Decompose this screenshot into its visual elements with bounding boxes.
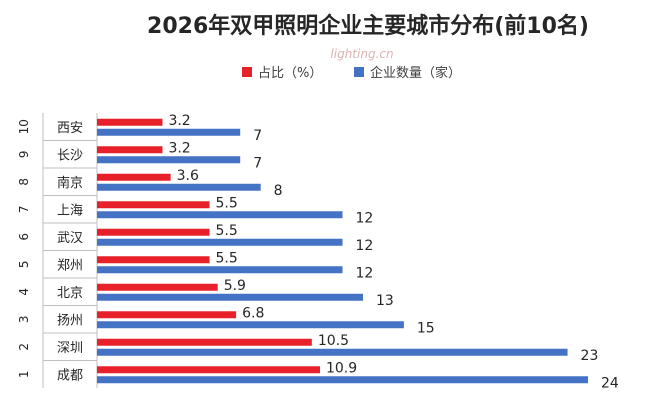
category-label: 扬州 (57, 313, 83, 328)
chart-rows: 1 成都 10.9 24 2 深圳 10.5 23 3 扬州 6.8 15 4 北京 5.9 13 5 郑州 5.5… (17, 113, 619, 392)
percent-value-label: 3.2 (168, 113, 190, 129)
category-label: 南京 (57, 175, 83, 191)
category-label: 上海 (57, 203, 83, 218)
percent-bar (97, 311, 237, 319)
rank-label: 8 (17, 178, 31, 186)
count-bar (97, 156, 241, 164)
percent-value-label: 5.5 (216, 250, 238, 266)
category-label: 深圳 (57, 341, 83, 356)
count-bar (97, 293, 363, 301)
legend-label-percent: 占比（%） (258, 66, 322, 81)
percent-value-label: 3.6 (177, 168, 199, 184)
percent-value-label: 5.9 (224, 278, 246, 294)
percent-bar (97, 256, 210, 264)
category-label: 长沙 (57, 148, 83, 163)
count-value-label: 23 (581, 348, 599, 364)
count-value-label: 7 (253, 155, 262, 171)
rank-label: 5 (17, 260, 31, 268)
rank-label: 9 (17, 150, 31, 158)
percent-bar (97, 228, 210, 236)
chart-title: 2026年双甲照明企业主要城市分布(前10名) (147, 13, 589, 39)
rank-label: 1 (17, 370, 31, 378)
rank-label: 3 (17, 315, 31, 323)
count-value-label: 12 (356, 265, 374, 281)
count-value-label: 15 (417, 320, 435, 336)
count-bar (97, 238, 343, 246)
percent-bar (97, 283, 218, 291)
percent-bar (97, 201, 210, 209)
count-value-label: 12 (356, 238, 374, 254)
percent-bar (97, 338, 312, 346)
legend-label-count: 企业数量（家） (370, 65, 461, 81)
percent-value-label: 3.2 (168, 140, 190, 156)
legend-swatch-percent (242, 67, 252, 77)
count-bar (97, 128, 241, 136)
rank-label: 2 (17, 343, 31, 351)
count-bar (97, 183, 261, 191)
percent-value-label: 5.5 (216, 223, 238, 239)
percent-bar (97, 173, 171, 181)
legend: 占比（%） 企业数量（家） (242, 65, 461, 81)
rank-label: 10 (17, 119, 31, 134)
count-value-label: 24 (601, 375, 619, 391)
watermark: lighting.cn (330, 47, 393, 61)
count-bar (97, 266, 343, 274)
rank-label: 7 (17, 205, 31, 213)
count-bar (97, 376, 588, 384)
percent-bar (97, 118, 163, 126)
percent-value-label: 10.5 (318, 333, 349, 349)
count-bar (97, 321, 404, 329)
count-value-label: 12 (356, 210, 374, 226)
percent-bar (97, 146, 163, 154)
legend-swatch-count (354, 67, 364, 77)
percent-value-label: 6.8 (242, 305, 264, 321)
count-value-label: 8 (274, 183, 283, 199)
rank-label: 6 (17, 233, 31, 241)
category-label: 北京 (57, 286, 83, 301)
category-label: 郑州 (57, 258, 83, 273)
percent-bar (97, 366, 320, 374)
percent-value-label: 5.5 (216, 195, 238, 211)
category-label: 西安 (57, 121, 83, 136)
count-bar (97, 348, 568, 356)
category-label: 武汉 (57, 231, 83, 246)
count-value-label: 7 (253, 128, 262, 144)
rank-label: 4 (17, 288, 31, 296)
category-label: 成都 (57, 368, 83, 383)
count-bar (97, 211, 343, 219)
percent-value-label: 10.9 (326, 360, 357, 376)
count-value-label: 13 (376, 293, 394, 309)
